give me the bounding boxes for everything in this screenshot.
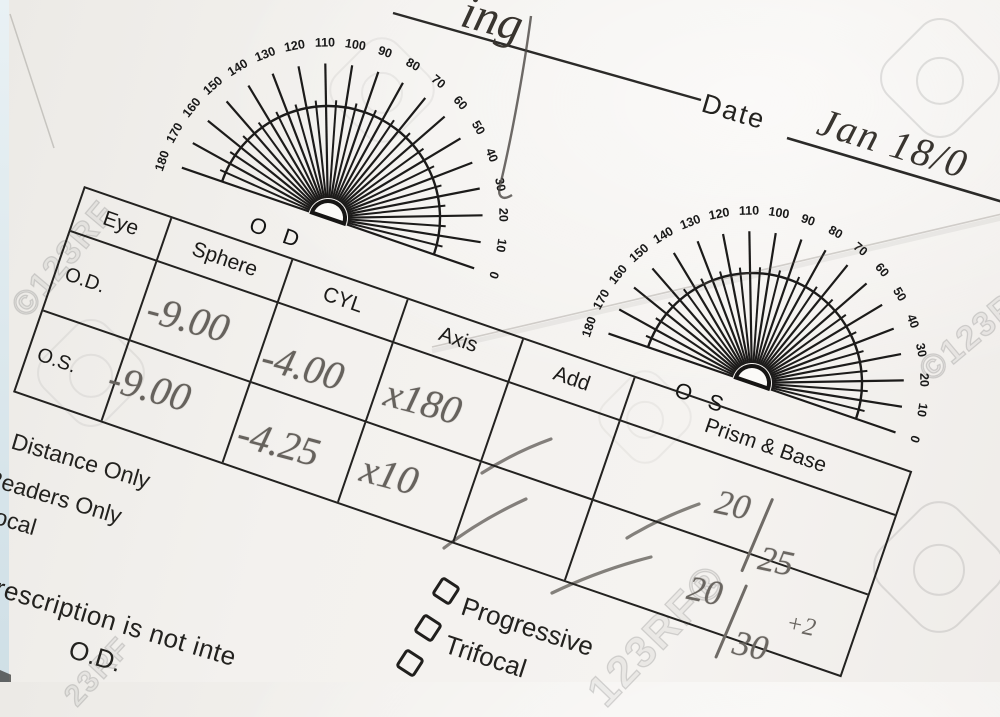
svg-text:90: 90 [799, 211, 817, 229]
handwritten-value: -4.25 [232, 410, 325, 476]
svg-text:110: 110 [739, 204, 759, 218]
svg-text:40: 40 [904, 312, 922, 330]
svg-text:100: 100 [768, 204, 791, 221]
svg-text:160: 160 [180, 95, 204, 120]
progressive-checkbox[interactable] [430, 575, 462, 607]
svg-text:120: 120 [283, 37, 306, 55]
handwritten-name-fragment: ing [456, 0, 529, 53]
svg-text:170: 170 [163, 120, 185, 145]
handwritten-value: -9.00 [142, 286, 235, 352]
paper-edge-shadow [431, 215, 1000, 354]
svg-text:10: 10 [493, 237, 509, 253]
svg-text:160: 160 [606, 262, 630, 287]
svg-text:140: 140 [225, 56, 250, 79]
trifocal-checkbox[interactable] [412, 612, 444, 644]
svg-text:50: 50 [890, 285, 909, 304]
acuity-numerator: 20 [683, 568, 727, 614]
svg-text:30: 30 [492, 176, 508, 192]
acuity-denominator: 30 [729, 622, 772, 669]
svg-text:60: 60 [451, 93, 471, 113]
svg-text:180: 180 [579, 315, 599, 339]
svg-text:110: 110 [315, 35, 335, 49]
date-label: Date [698, 88, 770, 136]
acuity-note: +2 [783, 609, 819, 642]
name-rule-line [392, 11, 702, 102]
svg-text:20: 20 [496, 208, 510, 222]
svg-text:70: 70 [851, 239, 871, 259]
svg-text:0: 0 [486, 270, 502, 281]
svg-text:50: 50 [469, 118, 488, 137]
svg-text:130: 130 [253, 44, 278, 65]
svg-text:120: 120 [708, 205, 731, 223]
svg-text:40: 40 [483, 146, 501, 164]
paper-edge [431, 213, 1000, 348]
svg-text:170: 170 [590, 287, 612, 312]
photo-left-edge [0, 0, 9, 682]
acuity-numerator: 20 [711, 482, 755, 528]
svg-text:60: 60 [872, 260, 892, 280]
handwritten-value: -9.00 [103, 355, 196, 421]
handwritten-value: x180 [379, 369, 467, 434]
acuity-denominator: 25 [755, 538, 798, 584]
svg-text:80: 80 [826, 223, 845, 242]
svg-text:130: 130 [678, 212, 703, 233]
paper-edge [9, 13, 55, 149]
photo-corner-mark [0, 670, 11, 682]
svg-text:0: 0 [907, 434, 923, 445]
svg-text:10: 10 [914, 402, 930, 418]
watermark-camera-logo [319, 27, 445, 153]
handwritten-value: x10 [355, 445, 424, 504]
svg-text:180: 180 [152, 149, 172, 173]
third-checkbox-partial[interactable] [394, 647, 426, 679]
svg-text:140: 140 [651, 224, 676, 247]
watermark-text: ©123RF [911, 270, 1000, 390]
svg-text:150: 150 [626, 241, 651, 265]
svg-text:150: 150 [200, 73, 225, 97]
